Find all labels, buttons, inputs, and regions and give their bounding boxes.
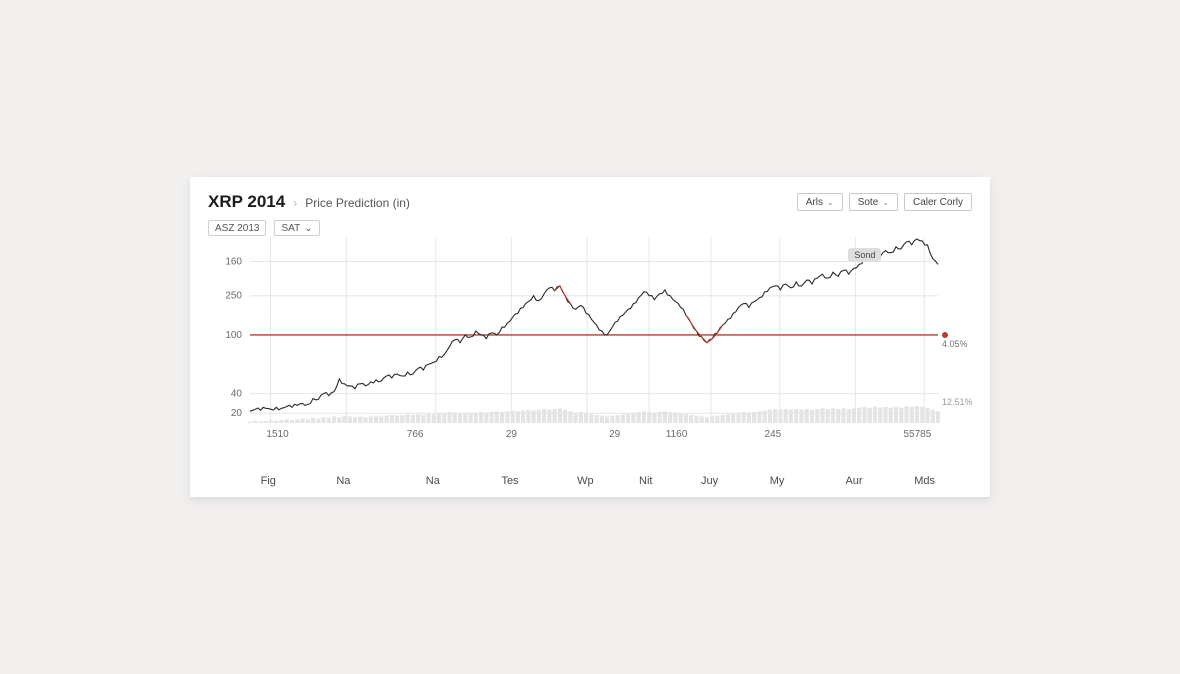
- svg-text:1160: 1160: [666, 429, 688, 440]
- ref-text: 4.05%: [942, 339, 968, 349]
- pill-label: ASZ 2013: [215, 223, 259, 234]
- sec-text: 12.51%: [942, 397, 973, 407]
- svg-text:29: 29: [506, 429, 518, 440]
- chart-subtitle: Price Prediction (in): [305, 196, 410, 210]
- svg-text:245: 245: [765, 429, 782, 440]
- month-label: Nit: [639, 475, 652, 487]
- sote-dropdown[interactable]: Sote ⌄: [849, 193, 898, 211]
- interval-pill[interactable]: SAT ⌄: [274, 220, 319, 236]
- btn-label: Arls: [806, 197, 823, 208]
- month-label: My: [770, 475, 785, 487]
- sond-badge[interactable]: Sond: [848, 248, 881, 262]
- svg-text:40: 40: [231, 389, 243, 400]
- month-label: Na: [426, 475, 440, 487]
- chevron-down-icon: ⌄: [827, 198, 834, 207]
- month-label: Juy: [701, 475, 718, 487]
- month-label: Na: [336, 475, 350, 487]
- svg-text:55785: 55785: [903, 429, 931, 440]
- chart-title: XRP 2014: [208, 192, 285, 212]
- secondary-label: 12.51%: [942, 397, 973, 407]
- title-group: XRP 2014 › Price Prediction (in): [208, 192, 410, 212]
- btn-label: Sote: [858, 197, 879, 208]
- caler-button[interactable]: Caler Corly: [904, 193, 972, 211]
- arls-dropdown[interactable]: Arls ⌄: [797, 193, 843, 211]
- month-label: Mds: [914, 475, 935, 487]
- svg-text:766: 766: [407, 429, 424, 440]
- card-header: XRP 2014 › Price Prediction (in) Arls ⌄ …: [208, 191, 972, 213]
- symbol-pill[interactable]: ASZ 2013: [208, 220, 266, 236]
- svg-text:20: 20: [231, 408, 243, 419]
- svg-text:29: 29: [609, 429, 621, 440]
- pill-label: SAT: [281, 223, 300, 234]
- price-chart-svg: 20 40 100 250 160 1510 766 29 29 1160 245 55785: [208, 235, 972, 459]
- btn-label: Caler Corly: [913, 197, 963, 208]
- month-label: Aur: [845, 475, 862, 487]
- svg-text:160: 160: [225, 256, 242, 267]
- svg-text:250: 250: [225, 291, 242, 302]
- chart-card: XRP 2014 › Price Prediction (in) Arls ⌄ …: [190, 177, 990, 497]
- chart-area: 20 40 100 250 160 1510 766 29 29 1160 245 55785 Son…: [208, 235, 972, 459]
- badge-label: Sond: [854, 250, 875, 260]
- month-label: Fig: [261, 475, 276, 487]
- chevron-down-icon: ⌄: [304, 223, 312, 234]
- svg-text:1510: 1510: [266, 429, 289, 440]
- chevron-down-icon: ⌄: [882, 198, 889, 207]
- svg-text:100: 100: [225, 330, 242, 341]
- dot-icon: [942, 332, 948, 338]
- reference-label: 4.05%: [942, 329, 972, 349]
- month-label: Wp: [577, 475, 594, 487]
- chevron-right-icon: ›: [293, 196, 297, 210]
- header-buttons: Arls ⌄ Sote ⌄ Caler Corly: [797, 193, 972, 211]
- month-label: Tes: [501, 475, 518, 487]
- x-axis-months: Fig Na Na Tes Wp Nit Juy My Aur Mds: [208, 475, 972, 491]
